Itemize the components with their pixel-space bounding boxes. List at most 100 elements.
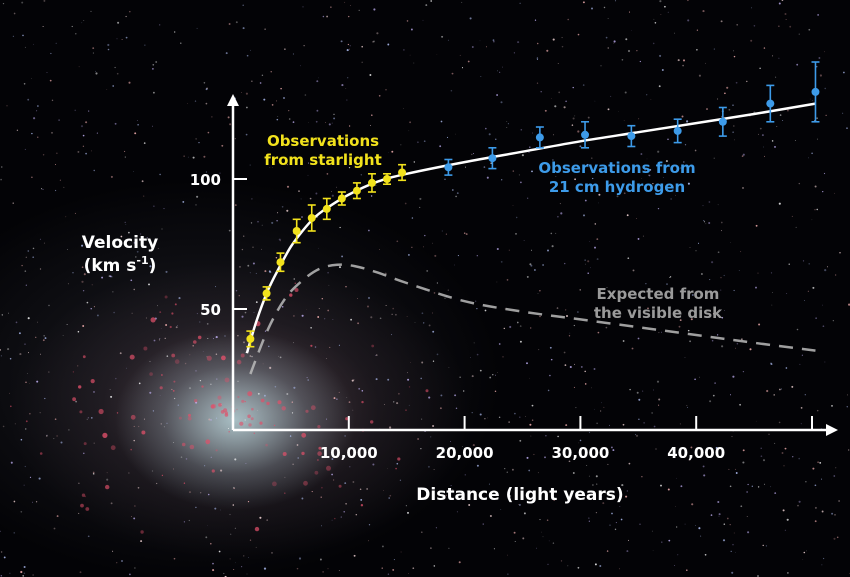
- star: [109, 389, 111, 390]
- nebula-knot: [310, 344, 313, 347]
- star: [133, 425, 135, 427]
- star: [96, 314, 99, 317]
- star: [90, 10, 92, 12]
- star: [677, 554, 679, 556]
- star: [333, 397, 336, 400]
- star: [594, 408, 595, 410]
- star: [749, 348, 752, 351]
- nebula-knot: [277, 400, 282, 405]
- expected-curve: [249, 263, 816, 375]
- star: [219, 172, 221, 174]
- nebula-knot: [215, 449, 218, 452]
- star: [506, 127, 508, 128]
- star: [538, 349, 540, 351]
- star: [420, 448, 422, 450]
- star: [79, 571, 82, 574]
- star: [679, 319, 682, 321]
- star: [396, 240, 399, 243]
- star: [21, 264, 23, 267]
- star: [803, 551, 806, 554]
- star: [119, 352, 122, 355]
- star: [665, 160, 668, 163]
- star: [229, 513, 231, 516]
- star: [592, 177, 594, 180]
- nebula-knot: [236, 408, 238, 411]
- star: [115, 240, 117, 242]
- y-axis-label-line1: Velocity: [82, 233, 158, 253]
- nebula-knot: [241, 399, 245, 403]
- star: [385, 305, 387, 307]
- star: [835, 274, 837, 276]
- star: [301, 216, 303, 218]
- star: [206, 323, 209, 325]
- star: [436, 282, 439, 284]
- star: [308, 122, 310, 123]
- star: [785, 367, 788, 369]
- star: [596, 483, 598, 485]
- star: [512, 205, 514, 206]
- nebula-knot: [81, 493, 86, 497]
- star: [396, 402, 399, 405]
- star: [315, 120, 318, 123]
- nebula-knot: [83, 442, 87, 446]
- star: [320, 525, 323, 527]
- star: [297, 457, 300, 459]
- star: [281, 306, 284, 308]
- star: [141, 180, 144, 183]
- star: [523, 512, 526, 515]
- star: [635, 434, 637, 436]
- star: [433, 565, 436, 567]
- nebula-knot: [171, 312, 174, 315]
- nebula-knot: [178, 416, 182, 420]
- star: [638, 418, 640, 421]
- star: [691, 503, 694, 506]
- nebula-knot: [72, 397, 76, 402]
- star: [763, 146, 765, 148]
- star: [690, 446, 693, 449]
- star: [55, 42, 57, 44]
- nebula-knot: [197, 335, 202, 340]
- star: [733, 139, 735, 141]
- star: [731, 571, 734, 574]
- star: [107, 48, 110, 51]
- series-hydrogen: [444, 61, 820, 176]
- star: [152, 125, 154, 127]
- star: [216, 378, 218, 380]
- star: [233, 487, 235, 490]
- star: [133, 288, 135, 291]
- star: [846, 394, 849, 396]
- star: [393, 559, 395, 561]
- star: [552, 542, 555, 544]
- star: [755, 286, 757, 289]
- nebula-knot: [224, 377, 230, 383]
- star: [249, 164, 251, 166]
- star: [565, 309, 567, 311]
- star: [502, 66, 504, 68]
- star: [451, 489, 454, 492]
- star: [56, 152, 58, 154]
- star: [723, 274, 725, 277]
- star: [687, 0, 689, 2]
- star: [824, 361, 826, 363]
- star: [40, 353, 41, 355]
- nebula-knot: [223, 408, 228, 413]
- star: [814, 209, 816, 211]
- star: [20, 570, 23, 574]
- star: [519, 340, 522, 343]
- star: [536, 82, 539, 84]
- star: [78, 66, 80, 68]
- star: [589, 241, 590, 242]
- star: [798, 182, 801, 185]
- star: [210, 542, 212, 545]
- star: [787, 572, 789, 574]
- nebula-knot: [161, 474, 164, 477]
- star: [642, 235, 644, 237]
- nebula-knot: [205, 439, 211, 445]
- star: [740, 505, 743, 508]
- star: [635, 434, 639, 437]
- star: [684, 144, 687, 146]
- star: [584, 383, 587, 385]
- star: [1, 314, 3, 316]
- star: [846, 406, 848, 408]
- star: [528, 469, 531, 472]
